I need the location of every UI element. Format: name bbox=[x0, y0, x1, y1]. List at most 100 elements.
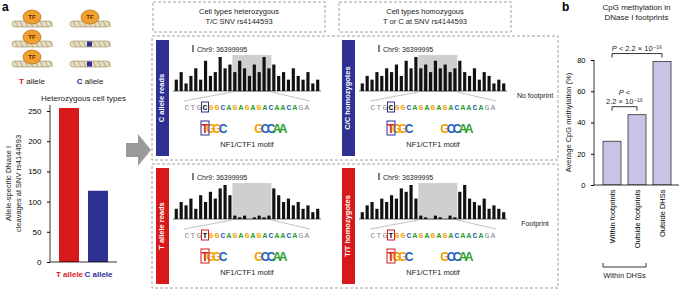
svg-text:C: C bbox=[371, 103, 376, 112]
svg-text:G: G bbox=[209, 103, 214, 112]
svg-text:A: A bbox=[459, 250, 468, 264]
svg-text:NF1/CTF1 motif: NF1/CTF1 motif bbox=[406, 268, 460, 277]
svg-text:A: A bbox=[425, 231, 430, 240]
svg-text:C/C homozygotes: C/C homozygotes bbox=[343, 66, 352, 129]
svg-text:80: 80 bbox=[577, 56, 585, 65]
svg-text:TF: TF bbox=[28, 34, 36, 40]
svg-text:C: C bbox=[267, 122, 276, 136]
svg-text:G: G bbox=[245, 231, 250, 240]
svg-text:T: T bbox=[389, 231, 394, 240]
svg-text:G: G bbox=[392, 250, 401, 264]
svg-text:T/C SNV rs4144593: T/C SNV rs4144593 bbox=[205, 17, 272, 26]
svg-text:No footprint: No footprint bbox=[517, 92, 553, 100]
svg-text:C: C bbox=[405, 250, 414, 264]
svg-text:20: 20 bbox=[577, 150, 585, 159]
svg-text:A: A bbox=[459, 122, 468, 136]
svg-text:A: A bbox=[273, 250, 282, 264]
svg-text:TF: TF bbox=[86, 14, 94, 20]
svg-text:250: 250 bbox=[28, 107, 42, 116]
svg-text:C: C bbox=[203, 103, 208, 112]
svg-text:G: G bbox=[419, 231, 424, 240]
svg-text:Outside footprints: Outside footprints bbox=[633, 189, 642, 248]
svg-text:T: T bbox=[377, 231, 382, 240]
svg-text:A: A bbox=[281, 231, 286, 240]
svg-text:Cell types heterozygous: Cell types heterozygous bbox=[199, 7, 279, 16]
svg-text:C: C bbox=[371, 231, 376, 240]
svg-text:A: A bbox=[491, 231, 496, 240]
svg-text:TF: TF bbox=[28, 54, 36, 60]
svg-text:A: A bbox=[263, 231, 268, 240]
svg-text:G: G bbox=[197, 231, 202, 240]
svg-text:T or C at SNV rs4144593: T or C at SNV rs4144593 bbox=[383, 17, 467, 26]
svg-text:Heterozygous cell types: Heterozygous cell types bbox=[41, 94, 126, 103]
svg-text:A: A bbox=[413, 231, 418, 240]
svg-text:A: A bbox=[239, 103, 244, 112]
svg-text:T allele reads: T allele reads bbox=[157, 202, 166, 250]
svg-text:0: 0 bbox=[37, 258, 42, 267]
svg-text:G: G bbox=[398, 122, 407, 136]
svg-text:Footprint: Footprint bbox=[521, 220, 549, 228]
svg-text:G: G bbox=[299, 231, 304, 240]
svg-text:A: A bbox=[437, 231, 442, 240]
svg-text:T: T bbox=[201, 122, 209, 136]
svg-text:P < 2.2 × 10⁻¹⁶: P < 2.2 × 10⁻¹⁶ bbox=[612, 44, 662, 53]
svg-text:A: A bbox=[305, 103, 310, 112]
svg-text:G: G bbox=[485, 231, 490, 240]
svg-text:G: G bbox=[443, 103, 448, 112]
svg-text:Chr9: 36399995: Chr9: 36399995 bbox=[197, 46, 247, 53]
svg-text:T allele: T allele bbox=[56, 270, 84, 279]
svg-text:T: T bbox=[387, 122, 395, 136]
svg-text:A: A bbox=[491, 103, 496, 112]
svg-text:NF1/CTF1 motif: NF1/CTF1 motif bbox=[220, 140, 274, 149]
svg-text:G: G bbox=[485, 103, 490, 112]
svg-text:G: G bbox=[215, 103, 220, 112]
svg-text:C: C bbox=[447, 250, 456, 264]
svg-text:C: C bbox=[261, 250, 270, 264]
svg-text:T: T bbox=[201, 250, 209, 264]
svg-text:G: G bbox=[443, 231, 448, 240]
svg-text:T: T bbox=[377, 103, 382, 112]
svg-text:A: A bbox=[275, 103, 280, 112]
svg-text:G: G bbox=[431, 231, 436, 240]
svg-text:A: A bbox=[239, 231, 244, 240]
svg-text:A: A bbox=[273, 122, 282, 136]
svg-text:G: G bbox=[392, 122, 401, 136]
svg-text:A: A bbox=[263, 103, 268, 112]
svg-text:C: C bbox=[267, 250, 276, 264]
svg-text:T: T bbox=[191, 103, 196, 112]
svg-text:G: G bbox=[440, 250, 449, 264]
svg-text:C: C bbox=[407, 231, 412, 240]
svg-text:A: A bbox=[465, 122, 474, 136]
svg-text:C: C bbox=[455, 231, 460, 240]
svg-text:CpG methylation in: CpG methylation in bbox=[602, 3, 670, 12]
svg-text:Within DHSs: Within DHSs bbox=[603, 271, 646, 280]
svg-text:G: G bbox=[233, 231, 238, 240]
svg-text:G: G bbox=[212, 122, 221, 136]
svg-text:G: G bbox=[401, 231, 406, 240]
svg-text:A: A bbox=[227, 103, 232, 112]
svg-text:A: A bbox=[251, 231, 256, 240]
svg-text:C allele: C allele bbox=[77, 77, 104, 86]
svg-text:A: A bbox=[227, 231, 232, 240]
svg-text:T: T bbox=[191, 231, 196, 240]
svg-text:C: C bbox=[389, 103, 394, 112]
svg-text:C: C bbox=[455, 103, 460, 112]
svg-text:A: A bbox=[461, 103, 466, 112]
svg-text:60: 60 bbox=[577, 87, 585, 96]
svg-text:G: G bbox=[197, 103, 202, 112]
svg-text:A: A bbox=[479, 231, 484, 240]
svg-text:Within footprints: Within footprints bbox=[608, 189, 617, 243]
svg-text:G: G bbox=[398, 250, 407, 264]
svg-text:C allele reads: C allele reads bbox=[157, 74, 166, 122]
svg-text:G: G bbox=[395, 103, 400, 112]
svg-text:T: T bbox=[203, 231, 208, 240]
svg-text:A: A bbox=[425, 103, 430, 112]
svg-text:G: G bbox=[401, 103, 406, 112]
svg-text:G: G bbox=[440, 122, 449, 136]
svg-text:C: C bbox=[287, 103, 292, 112]
svg-text:G: G bbox=[209, 231, 214, 240]
svg-text:200: 200 bbox=[28, 137, 42, 146]
svg-text:A: A bbox=[413, 103, 418, 112]
svg-text:T/T homozygotes: T/T homozygotes bbox=[343, 195, 352, 257]
svg-text:A: A bbox=[449, 231, 454, 240]
